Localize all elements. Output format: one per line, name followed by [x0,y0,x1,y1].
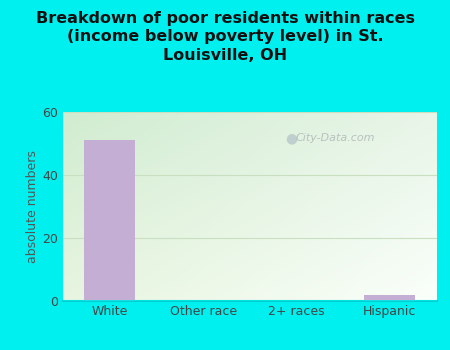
Text: Breakdown of poor residents within races
(income below poverty level) in St.
Lou: Breakdown of poor residents within races… [36,10,414,63]
Bar [364,295,415,301]
Bar [84,140,135,301]
Y-axis label: absolute numbers: absolute numbers [27,150,40,263]
Text: ●: ● [285,132,297,146]
Text: City-Data.com: City-Data.com [296,133,375,143]
